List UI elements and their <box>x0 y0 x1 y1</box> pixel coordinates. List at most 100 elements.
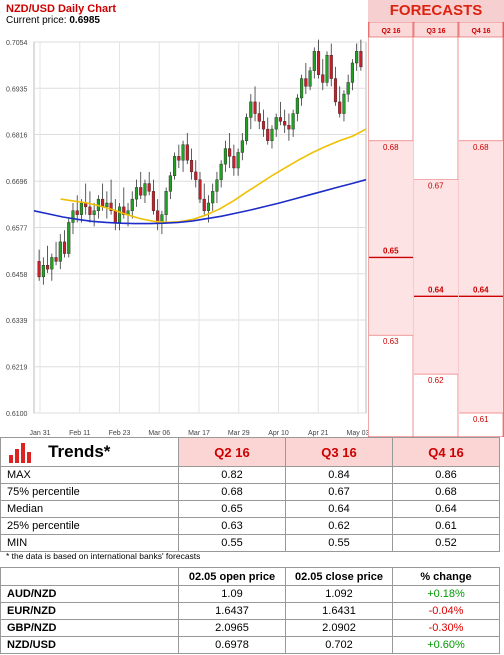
candle-body <box>156 210 160 223</box>
candle-body <box>321 74 325 83</box>
forecast-level-label: 0.62 <box>428 376 444 385</box>
candle-body <box>113 210 117 223</box>
col-open-price: 02.05 open price <box>178 567 286 586</box>
percent-change: -0.30% <box>392 619 500 637</box>
x-tick-label: Apr 10 <box>268 430 289 437</box>
table-row: 75% percentile 0.68 0.67 0.68 <box>0 483 500 501</box>
y-tick-label: 0.6100 <box>6 411 28 418</box>
candle-body <box>338 101 342 114</box>
candle-body <box>342 93 346 114</box>
candle-body <box>151 191 155 211</box>
y-tick-label: 0.6458 <box>6 272 28 279</box>
row-label: 75% percentile <box>0 483 179 501</box>
candle-body <box>223 148 227 165</box>
percent-change: +0.18% <box>392 585 500 603</box>
cell-value: 0.84 <box>285 466 393 484</box>
candle-body <box>274 117 278 130</box>
candle-body <box>270 128 274 141</box>
candle-body <box>194 171 198 180</box>
candle-body <box>58 241 62 262</box>
candle-body <box>329 55 333 79</box>
candle-body <box>316 51 321 75</box>
candle-body <box>37 261 41 278</box>
x-tick-label: Mar 06 <box>148 430 170 437</box>
forecast-level-label: 0.68 <box>473 143 489 152</box>
candle-body <box>304 78 308 87</box>
prices-header-empty <box>0 567 179 586</box>
moving-average-slow <box>33 178 367 225</box>
price-chart-svg: 0.7054 0.6935 0.6816 0.6696 0.6577 0.6458 0.63… <box>6 39 370 437</box>
candle-body <box>253 101 257 114</box>
x-tick-label: Mar 17 <box>188 430 210 437</box>
candle-body <box>143 183 147 196</box>
candle-body <box>236 152 240 169</box>
candle-body <box>198 179 202 200</box>
table-row: MIN 0.55 0.55 0.52 <box>0 534 500 552</box>
cell-value: 0.86 <box>392 466 500 484</box>
y-tick-label: 0.6816 <box>6 133 28 140</box>
y-tick-label: 0.7054 <box>6 40 28 47</box>
candle-body <box>139 187 143 196</box>
current-price-label: Current price: <box>6 15 67 26</box>
cell-value: 0.68 <box>392 483 500 501</box>
candle-body <box>134 187 139 200</box>
candle-body <box>257 113 261 122</box>
forecast-col-header: Q3 16 <box>426 28 445 35</box>
cell-value: 0.52 <box>392 534 500 552</box>
forecast-level-label: 0.68 <box>383 143 399 152</box>
forecast-level-label: 0.67 <box>428 182 444 191</box>
pair-name: GBP/NZD <box>0 619 179 637</box>
cell-value: 0.64 <box>392 500 500 518</box>
forecast-range-band <box>369 140 413 336</box>
cell-value: 0.64 <box>285 500 393 518</box>
candle-body <box>295 97 299 114</box>
forecast-level-label: 0.61 <box>473 415 489 424</box>
table-row: EUR/NZD 1.6437 1.6431 -0.04% <box>0 602 500 620</box>
candle-body <box>177 156 181 161</box>
trends-header-cell: Trends* <box>0 437 179 467</box>
trends-footnote: * the data is based on international ban… <box>6 551 201 561</box>
cell-value: 0.62 <box>285 517 393 535</box>
bar-chart-icon <box>9 443 31 463</box>
open-price: 1.6437 <box>178 602 286 620</box>
cell-value: 0.82 <box>178 466 286 484</box>
cell-value: 0.55 <box>178 534 286 552</box>
candle-body <box>173 156 177 176</box>
x-tick-label: May 03 <box>347 430 368 437</box>
candle-body <box>189 160 194 173</box>
candle-body <box>206 202 211 211</box>
forecast-level-label: 0.65 <box>383 246 399 255</box>
candle-body <box>261 121 266 130</box>
table-row: 25% percentile 0.63 0.62 0.61 <box>0 517 500 535</box>
candle-body <box>92 210 96 215</box>
pair-name: NZD/USD <box>0 636 179 654</box>
forecasts-title: FORECASTS <box>368 0 504 22</box>
x-tick-label: Feb 11 <box>69 430 90 437</box>
candle-body <box>325 55 329 83</box>
y-tick-label: 0.6219 <box>6 365 28 372</box>
cell-value: 0.55 <box>285 534 393 552</box>
x-tick-label: Mar 29 <box>228 430 250 437</box>
candle-body <box>333 78 338 103</box>
open-price: 2.0965 <box>178 619 286 637</box>
trends-table: Trends* Q2 16 Q3 16 Q4 16 MAX 0.82 0.84 … <box>0 437 500 552</box>
pair-name: EUR/NZD <box>0 602 179 620</box>
candle-body <box>41 265 45 278</box>
table-row: AUD/NZD 1.09 1.092 +0.18% <box>0 585 500 603</box>
candle-body <box>291 113 295 130</box>
trends-title: Trends* <box>48 442 111 461</box>
row-label: MAX <box>0 466 179 484</box>
x-tick-label: Apr 21 <box>308 430 329 437</box>
candle-body <box>219 163 223 180</box>
candle-body <box>245 117 249 141</box>
y-tick-label: 0.6339 <box>6 318 28 325</box>
forecast-panel: Q2 16 0.68 0.65 0.63 Q3 16 0.67 0.64 0.62 Q4 16 0… <box>367 0 504 438</box>
candle-body <box>164 191 168 215</box>
forecast-level-label: 0.64 <box>473 285 489 294</box>
chart-title: NZD/USD Daily Chart <box>6 3 117 15</box>
forecast-level-label: 0.64 <box>428 285 444 294</box>
candle-body <box>181 144 185 161</box>
forecast-range-band <box>459 140 503 413</box>
trends-col-q4: Q4 16 <box>392 437 500 467</box>
pair-name: AUD/NZD <box>0 585 179 603</box>
